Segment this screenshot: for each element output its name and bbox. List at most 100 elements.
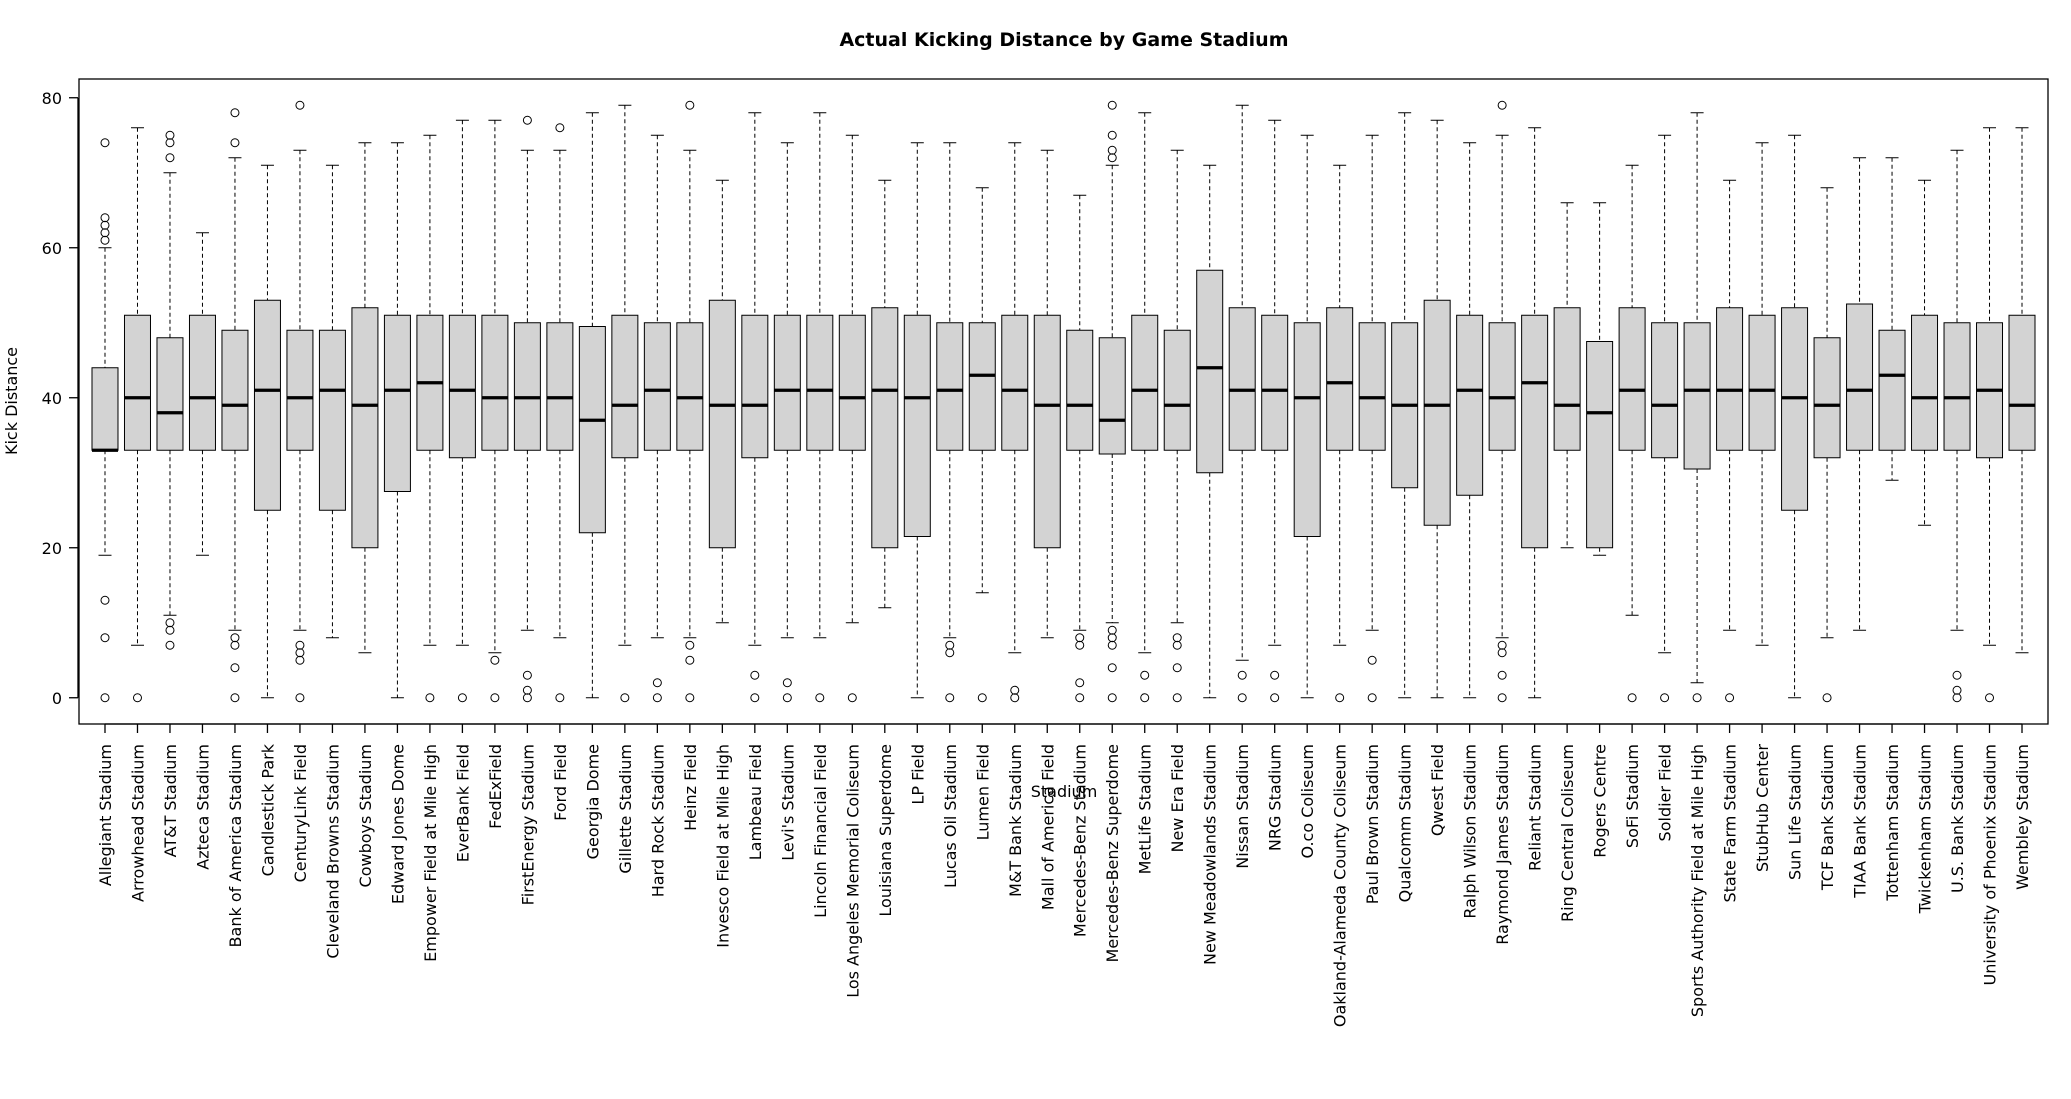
x-tick-label: Cowboys Stadium (356, 744, 375, 887)
box-iqr (1358, 322, 1386, 451)
outlier-point (1107, 640, 1117, 650)
box-group (123, 127, 151, 703)
x-tick-label: Oakland-Alameda County Coliseum (1331, 744, 1350, 1027)
outlier-point (945, 693, 955, 703)
outlier-point (295, 100, 305, 110)
outlier-point (685, 640, 695, 650)
x-tick-label: Tottenham Stadium (1883, 744, 1902, 902)
box-iqr (903, 314, 931, 537)
outlier-point (1270, 670, 1280, 680)
outlier-point (165, 138, 175, 148)
outlier-point (1952, 693, 1962, 703)
x-tick-label: Reliant Stadium (1526, 744, 1545, 871)
box-group (708, 179, 736, 624)
box-iqr (253, 299, 281, 511)
box-iqr (708, 299, 736, 549)
box-group (1846, 157, 1874, 631)
box-group (1943, 149, 1971, 703)
box-group (1098, 100, 1126, 703)
box-group (903, 142, 931, 699)
x-tick-label: FedExField (486, 744, 505, 829)
x-tick-label: Raymond James Stadium (1493, 744, 1512, 945)
box-group (2008, 127, 2036, 654)
box-group (1456, 142, 1484, 699)
box-group (351, 142, 379, 654)
x-tick-label: U.S. Bank Stadium (1948, 744, 1967, 893)
x-tick-label: TIAA Bank Stadium (1851, 744, 1870, 899)
outlier-point (1172, 693, 1182, 703)
outlier-point (1952, 685, 1962, 695)
x-tick-label: StubHub Center (1753, 744, 1772, 872)
x-tick-label: Edward Jones Dome (388, 744, 407, 904)
x-tick-label: Sports Authority Field at Mile High (1688, 744, 1707, 1017)
outlier-point (165, 625, 175, 635)
box-iqr (513, 322, 541, 451)
outlier-point (1822, 693, 1832, 703)
box-iqr (123, 314, 151, 451)
box-iqr (1911, 314, 1939, 451)
x-tick-label: Twickenham Stadium (1916, 744, 1935, 914)
x-tick-label: Empower Field at Mile High (421, 744, 440, 962)
outlier-point (1237, 670, 1247, 680)
x-tick-label: FirstEnergy Stadium (518, 744, 537, 905)
box-group (741, 112, 769, 703)
x-tick-label: Allegiant Stadium (96, 744, 115, 886)
x-tick-label: Cleveland Browns Stadium (323, 744, 342, 959)
outlier-point (555, 123, 565, 133)
outlier-point (230, 663, 240, 673)
outlier-point (522, 693, 532, 703)
x-tick-label: TCF Bank Stadium (1818, 744, 1837, 891)
box-group (383, 142, 411, 699)
box-group (968, 187, 996, 703)
outlier-point (945, 648, 955, 658)
outlier-point (1497, 648, 1507, 658)
box-group (1001, 142, 1029, 703)
y-tick-label: 40 (42, 389, 62, 408)
x-tick-label: Qualcomm Stadium (1396, 744, 1415, 902)
box-group (1228, 104, 1256, 703)
outlier-point (230, 693, 240, 703)
box-group (286, 100, 314, 703)
outlier-point (1140, 670, 1150, 680)
outlier-point (295, 655, 305, 665)
outlier-point (165, 153, 175, 163)
box-group (806, 112, 834, 703)
outlier-point (1952, 670, 1962, 680)
box-group (416, 134, 444, 703)
x-tick-label: CenturyLink Field (291, 744, 310, 882)
box-iqr (1228, 307, 1256, 451)
box-group (1423, 119, 1451, 699)
box-iqr (286, 329, 314, 451)
box-group (1163, 149, 1191, 703)
box-group (546, 123, 574, 703)
outlier-point (1497, 670, 1507, 680)
box-iqr (2008, 314, 2036, 451)
outlier-point (782, 693, 792, 703)
box-group (1781, 134, 1809, 699)
x-tick-label: University of Phoenix Stadium (1981, 744, 2000, 985)
x-tick-label: M&T Bank Stadium (1006, 744, 1025, 897)
box-iqr (1261, 314, 1289, 451)
x-tick-labels: Allegiant Stadium Arrowhead Stadium AT&T S… (96, 723, 2032, 1027)
outlier-point (1107, 693, 1117, 703)
outlier-point (1107, 625, 1117, 635)
x-tick-label: Qwest Field (1428, 744, 1447, 836)
box-iqr (871, 307, 899, 549)
box-iqr (838, 314, 866, 451)
outlier-point (1172, 633, 1182, 643)
x-tick-label: State Farm Stadium (1721, 744, 1740, 903)
x-tick-label: Mall of America Field (1038, 744, 1057, 910)
outlier-point (1140, 693, 1150, 703)
x-tick-label: Lucas Oil Stadium (941, 744, 960, 888)
box-group (91, 138, 119, 703)
box-iqr (1943, 322, 1971, 451)
outlier-point (1692, 693, 1702, 703)
outlier-point (750, 693, 760, 703)
outlier-point (490, 655, 500, 665)
box-iqr (318, 329, 346, 511)
box-iqr (1553, 307, 1581, 451)
box-group (1033, 149, 1061, 639)
outlier-point (1075, 693, 1085, 703)
outlier-point (165, 640, 175, 650)
outlier-point (1237, 693, 1247, 703)
